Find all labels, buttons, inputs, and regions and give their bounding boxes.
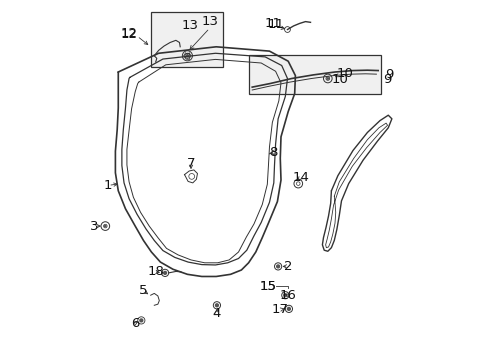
Circle shape xyxy=(164,271,167,274)
Circle shape xyxy=(140,319,143,322)
Circle shape xyxy=(288,307,291,310)
Text: 10: 10 xyxy=(332,73,349,86)
Text: 9: 9 xyxy=(383,73,392,86)
Text: 15: 15 xyxy=(260,280,277,293)
Text: 6: 6 xyxy=(131,317,139,330)
Circle shape xyxy=(216,304,219,307)
Bar xyxy=(248,55,381,94)
Text: 11: 11 xyxy=(265,17,282,30)
Text: 12: 12 xyxy=(121,27,138,40)
Text: 10: 10 xyxy=(337,67,353,80)
Circle shape xyxy=(327,78,328,79)
Circle shape xyxy=(104,225,106,227)
Text: 17: 17 xyxy=(272,303,289,316)
Bar xyxy=(151,12,223,67)
Text: 9: 9 xyxy=(385,68,393,81)
Text: 12: 12 xyxy=(121,28,138,41)
Text: 14: 14 xyxy=(293,171,309,184)
Text: 11: 11 xyxy=(267,18,284,31)
Text: 3: 3 xyxy=(90,220,99,233)
Text: 5: 5 xyxy=(139,284,147,297)
Text: 13: 13 xyxy=(182,19,199,32)
Text: 4: 4 xyxy=(213,307,221,320)
Text: 15: 15 xyxy=(260,280,277,293)
Circle shape xyxy=(277,265,280,268)
Text: 18: 18 xyxy=(147,265,164,278)
Circle shape xyxy=(284,294,287,297)
Text: 13: 13 xyxy=(201,15,218,28)
Text: 2: 2 xyxy=(284,260,293,273)
Circle shape xyxy=(186,55,189,57)
Text: 1: 1 xyxy=(104,179,112,192)
Text: 7: 7 xyxy=(187,157,195,170)
Text: 8: 8 xyxy=(269,147,277,159)
Text: 16: 16 xyxy=(280,289,296,302)
